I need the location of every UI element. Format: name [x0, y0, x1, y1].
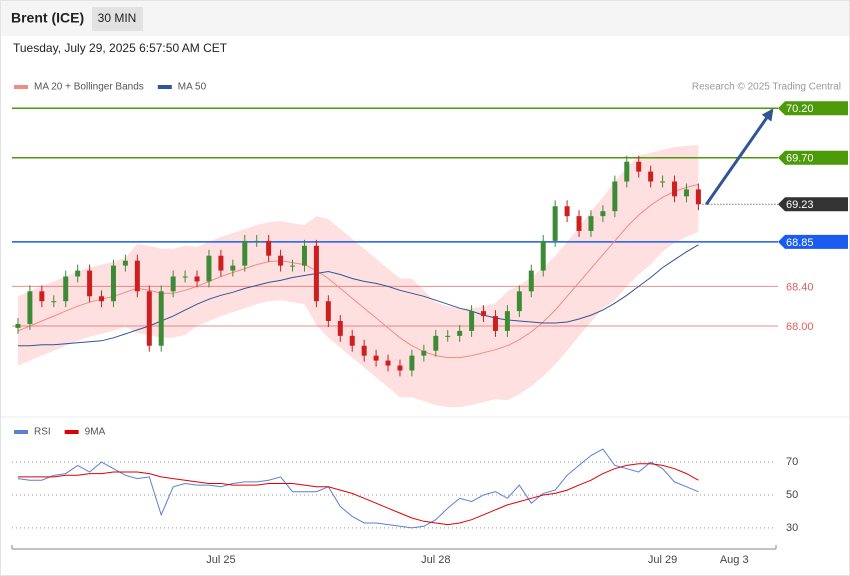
candle-body	[409, 355, 415, 371]
level-label: 70.20	[786, 103, 814, 115]
candle-body	[660, 181, 666, 183]
candle-body	[325, 301, 331, 322]
forecast-arrow	[705, 108, 774, 206]
x-tick-label: Jul 28	[421, 554, 450, 566]
level-label-box	[778, 150, 848, 165]
candle-body	[206, 255, 212, 282]
candle-body	[110, 265, 116, 302]
legend-swatch	[14, 85, 28, 89]
candle-body	[278, 255, 284, 266]
candle-body	[194, 276, 200, 282]
candle-body	[636, 161, 642, 172]
candle-body	[552, 206, 558, 241]
y-tick-label: 70	[786, 456, 798, 468]
candle-body	[158, 291, 164, 346]
candle-body	[230, 265, 236, 271]
candle-body	[600, 211, 606, 217]
candle-body	[504, 311, 510, 331]
level-label-box	[778, 101, 848, 116]
candle-body	[122, 260, 128, 266]
ma-line	[18, 244, 699, 347]
candle-body	[313, 245, 319, 302]
candle-body	[266, 240, 272, 256]
level-label: 69.70	[786, 153, 814, 165]
candle-body	[695, 189, 701, 205]
interval-box	[92, 7, 143, 31]
bollinger-band	[18, 144, 699, 408]
candle-body	[397, 365, 403, 371]
candle-body	[51, 301, 57, 303]
candle-body	[15, 323, 21, 328]
candle-body	[540, 240, 546, 271]
candle-body	[457, 330, 463, 336]
legend-label: MA 20 + Bollinger Bands	[34, 82, 144, 93]
candle-body	[612, 181, 618, 212]
candle-body	[648, 171, 654, 182]
candle-body	[373, 355, 379, 361]
candle-body	[564, 206, 570, 217]
legend-swatch	[14, 430, 28, 434]
candle-body	[385, 360, 391, 366]
candle-body	[445, 335, 451, 337]
candle-body	[576, 216, 582, 231]
candle-body	[624, 161, 630, 182]
candle-body	[218, 255, 224, 271]
candle-body	[182, 276, 188, 278]
x-tick-label: Aug 3	[720, 554, 749, 566]
candle-body	[301, 245, 307, 266]
candle-body	[99, 296, 105, 302]
legend-label: MA 50	[178, 82, 207, 93]
level-label: 69.23	[786, 199, 814, 211]
x-tick-label: Jul 25	[206, 554, 235, 566]
candle-body	[87, 270, 93, 297]
candle-body	[481, 311, 487, 317]
candle-body	[528, 270, 534, 292]
candle-body	[683, 189, 689, 197]
level-label: 68.40	[786, 281, 814, 293]
credit: Research © 2025 Trading Central	[692, 82, 841, 93]
candle-body	[492, 316, 498, 331]
rsi-line	[17, 448, 699, 529]
level-label-box	[778, 234, 848, 249]
rsi-line	[18, 463, 699, 526]
candle-body	[433, 335, 439, 351]
candle-body	[63, 276, 69, 302]
candle-body	[170, 276, 176, 292]
candle-body	[254, 240, 260, 242]
timestamp: Tuesday, July 29, 2025 6:57:50 AM CET	[13, 41, 228, 55]
legend-swatch	[157, 85, 172, 89]
y-tick-label: 50	[786, 489, 798, 501]
candle-body	[421, 350, 427, 356]
candle-body	[349, 335, 355, 346]
legend-label: 9MA	[85, 427, 106, 438]
level-label-box	[778, 197, 848, 212]
x-tick-label: Jul 29	[648, 554, 677, 566]
candle-body	[39, 291, 45, 302]
legend-swatch	[64, 430, 79, 434]
candle-body	[337, 321, 343, 336]
candle-body	[134, 260, 140, 292]
legend-label: RSI	[34, 427, 51, 438]
candle-body	[469, 311, 475, 331]
candle-body	[361, 345, 367, 356]
candle-body	[672, 181, 678, 197]
y-tick-label: 30	[786, 522, 798, 534]
level-label: 68.85	[786, 237, 814, 249]
instrument-title: Brent (ICE)	[11, 10, 84, 26]
interval: 30 MIN	[98, 11, 137, 25]
candle-body	[588, 216, 594, 231]
candle-body	[290, 265, 296, 267]
level-label: 68.00	[786, 321, 814, 333]
candle-body	[242, 240, 248, 266]
candle-body	[146, 291, 152, 346]
candle-body	[516, 291, 522, 312]
candle-body	[75, 270, 81, 277]
candle-body	[27, 291, 33, 324]
ma-line	[17, 184, 699, 359]
